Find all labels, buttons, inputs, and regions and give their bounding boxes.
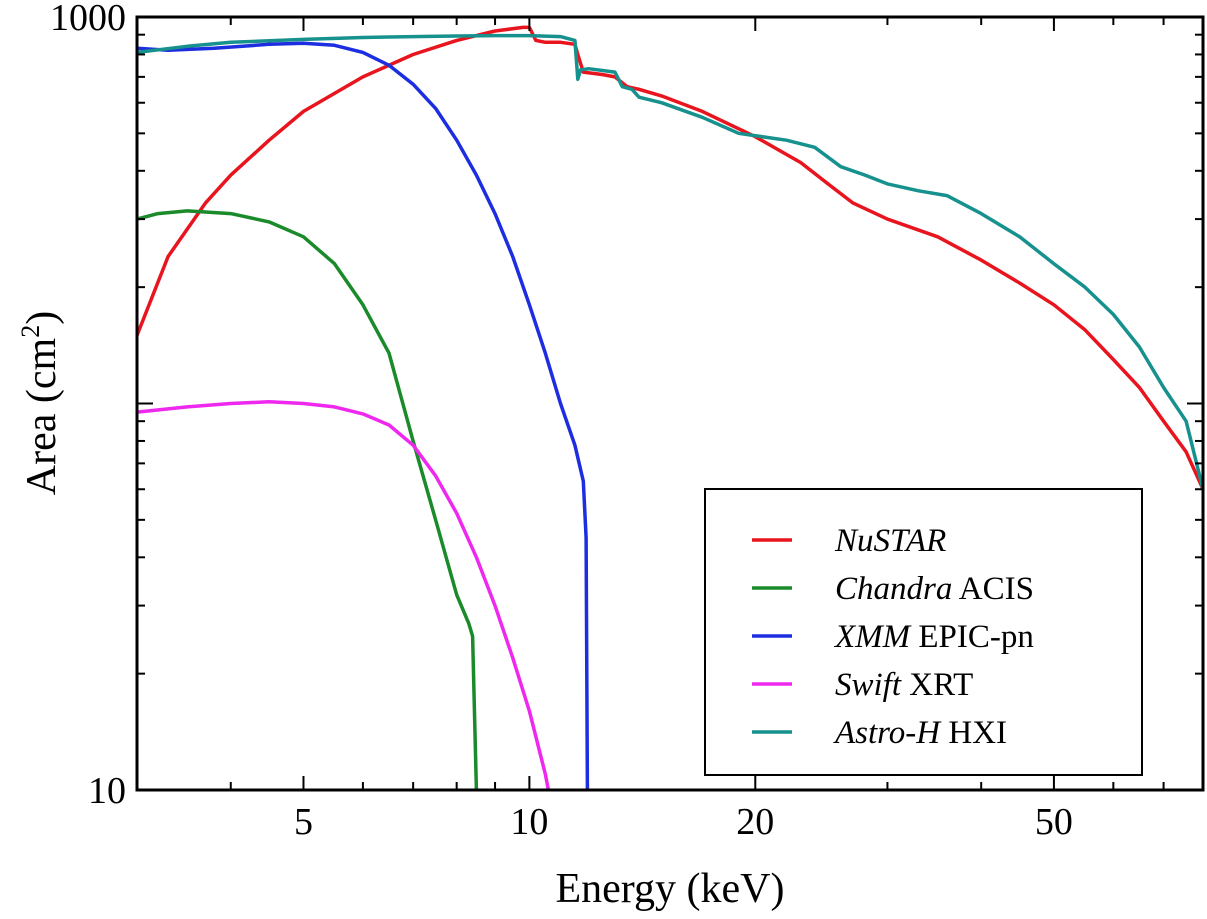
y-axis-label: Area (cm2) — [16, 311, 65, 495]
series-line-nustar — [135, 25, 1205, 490]
x-tick-label: 5 — [294, 801, 313, 843]
x-tick-label: 50 — [1035, 801, 1073, 843]
legend: NuSTAR Chandra ACIS XMM EPIC-pn Swift XRT As… — [704, 488, 1143, 776]
tick-layer — [136, 16, 1203, 791]
y-axis-label-main: Area (cm — [19, 337, 65, 495]
series-line-chandra — [136, 209, 479, 791]
series-line-astroh — [136, 33, 1205, 490]
legend-box — [704, 488, 1143, 776]
x-tick-label: 10 — [510, 801, 548, 843]
legend-label-swift: Swift XRT — [835, 667, 973, 703]
series-line-swift — [136, 400, 551, 791]
series-line-xmm — [136, 41, 590, 791]
legend-label-chandra: Chandra ACIS — [835, 571, 1034, 607]
legend-entries: NuSTAR Chandra ACIS XMM EPIC-pn Swift XRT As… — [752, 523, 1034, 751]
legend-label-nustar: NuSTAR — [834, 523, 946, 559]
x-axis-label: Energy (keV) — [556, 866, 785, 912]
y-tick-label: 1000 — [50, 0, 126, 39]
x-tick-label: 20 — [736, 801, 774, 843]
y-axis-label-close: ) — [19, 311, 65, 325]
tick-label-layer: 5 10 20 50 10 1000 — [50, 0, 1073, 843]
series-layer — [135, 25, 1205, 791]
y-tick-label: 10 — [88, 770, 126, 812]
y-axis-label-superscript: 2 — [16, 325, 45, 338]
legend-label-astroh: Astro-H HXI — [833, 715, 1007, 751]
legend-label-xmm: XMM EPIC-pn — [833, 619, 1034, 655]
